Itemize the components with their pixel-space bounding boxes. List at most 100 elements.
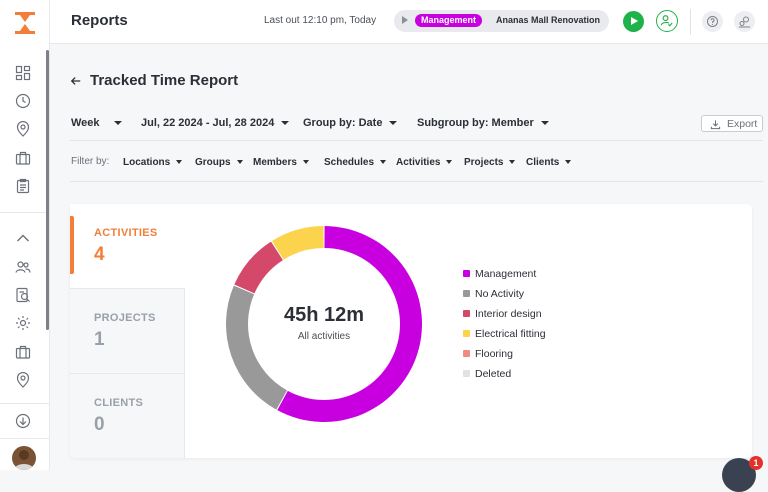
tab-count: 4 [94,244,105,265]
clock-icon[interactable] [15,93,31,109]
chevron-down-icon [176,160,183,165]
date-range-label: Jul, 22 2024 - Jul, 28 2024 [141,117,275,129]
legend-label: Flooring [475,348,513,360]
location-icon[interactable] [15,372,31,388]
location-icon[interactable] [15,121,31,137]
period-dropdown[interactable]: Week [71,117,122,129]
help-icon[interactable] [702,11,723,32]
legend-label: Deleted [475,368,512,380]
tab-label: PROJECTS [94,312,156,324]
tab-label: CLIENTS [94,397,144,409]
chevron-down-icon [380,160,387,165]
report-title: Tracked Time Report [90,72,239,89]
filter-by-label: Filter by: [71,156,110,167]
legend-swatch [463,310,470,317]
legend-swatch [463,270,470,277]
user-check-icon[interactable] [656,10,678,32]
page-title: Reports [71,12,128,29]
chevron-down-icon [236,160,243,165]
filter-label: Clients [526,157,560,168]
export-label: Export [727,118,758,130]
date-range-picker[interactable]: Jul, 22 2024 - Jul, 28 2024 [141,117,290,129]
period-label: Week [71,117,100,129]
tab-projects[interactable]: PROJECTS 1 [70,289,185,373]
filter-label: Groups [195,157,231,168]
toolbar-divider [690,9,691,35]
app-logo-icon[interactable] [12,10,38,36]
filter-projects[interactable]: Projects [464,157,516,168]
download-icon[interactable] [15,413,31,429]
filter-label: Projects [464,157,504,168]
users-icon[interactable] [15,259,31,275]
avatar[interactable] [12,446,36,470]
chat-notification-badge: 1 [749,456,763,470]
chevron-down-icon [509,160,516,165]
legend-swatch [463,330,470,337]
tab-count: 1 [94,329,105,350]
filter-members[interactable]: Members [253,157,309,168]
group-by-label: Group by: Date [303,117,383,129]
briefcase-icon[interactable] [15,150,31,166]
chevron-down-icon [302,160,309,165]
timer-activity-tag: Management [415,14,483,27]
sidebar-scrollbar[interactable] [46,50,49,330]
donut-center-value: 45h 12m [284,304,364,326]
divider [70,140,763,141]
dashboard-icon[interactable] [15,65,31,81]
legend-swatch [463,370,470,377]
filter-groups[interactable]: Groups [195,157,243,168]
donut-slice-management[interactable] [277,226,423,422]
top-bar: Reports Last out 12:10 pm, Today Managem… [50,0,768,44]
chevron-down-icon [281,121,290,126]
settings-gear-icon[interactable] [15,315,31,331]
play-icon[interactable] [623,11,644,32]
summary-tabs: ACTIVITIES 4 PROJECTS 1 CLIENTS 0 [70,204,185,458]
timer-selector[interactable]: Management Ananas Mall Renovation [394,10,609,32]
subgroup-by-dropdown[interactable]: Subgroup by: Member [417,117,549,129]
last-out-status: Last out 12:10 pm, Today [264,15,377,26]
tab-label: ACTIVITIES [94,227,158,239]
tab-clients[interactable]: CLIENTS 0 [70,374,185,458]
briefcase-icon[interactable] [15,344,31,360]
filter-locations[interactable]: Locations [123,157,183,168]
filter-label: Schedules [324,157,375,168]
donut-center-label: All activities [298,331,350,342]
chevron-up-icon[interactable] [15,230,31,246]
chevron-down-icon [540,121,549,126]
chevron-down-icon [565,160,572,165]
activities-donut-chart: 45h 12m All activities [226,226,423,422]
legend-label: Management [475,268,537,280]
legend-swatch [463,290,470,297]
tab-count: 0 [94,414,105,435]
download-icon [710,120,721,130]
legend-label: Interior design [475,308,542,320]
group-by-dropdown[interactable]: Group by: Date [303,117,398,129]
donut-slice-no-activity[interactable] [226,285,287,410]
legend-label: Electrical fitting [475,328,546,340]
timer-project-label: Ananas Mall Renovation [496,15,601,25]
donut-slice-electrical-fitting[interactable] [271,226,324,260]
report-icon[interactable] [15,287,31,303]
filter-label: Members [253,157,297,168]
filter-label: Locations [123,157,171,168]
settings-icon[interactable] [734,11,755,32]
sidebar [0,0,50,470]
donut-slice-interior-design[interactable] [234,241,283,294]
divider [70,181,763,182]
arrow-left-icon[interactable] [70,74,82,90]
export-button[interactable]: Export [701,115,763,132]
filter-schedules[interactable]: Schedules [324,157,387,168]
subgroup-by-label: Subgroup by: Member [417,117,534,129]
play-small-icon [402,16,408,24]
chevron-down-icon [446,160,453,165]
tab-activities[interactable]: ACTIVITIES 4 [70,204,185,288]
filter-activities[interactable]: Activities [396,157,453,168]
chevron-down-icon [113,121,122,126]
legend-swatch [463,350,470,357]
chevron-down-icon [389,121,398,126]
report-card: ACTIVITIES 4 PROJECTS 1 CLIENTS 0 45h 12… [70,204,752,458]
filter-clients[interactable]: Clients [526,157,572,168]
legend-label: No Activity [475,288,525,300]
clipboard-icon[interactable] [15,178,31,194]
filter-label: Activities [396,157,441,168]
